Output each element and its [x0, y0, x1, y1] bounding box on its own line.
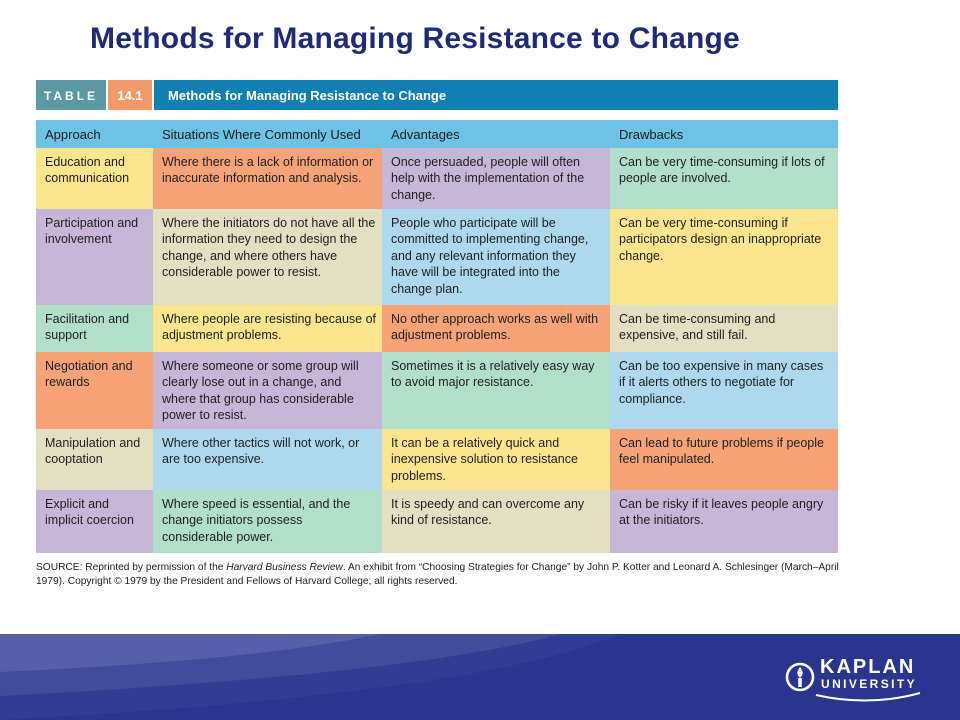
table-row: Participation and involvement Where the … [36, 209, 838, 305]
table-label: TABLE [36, 80, 106, 110]
cell-situations: Where the initiators do not have all the… [153, 209, 382, 305]
header-advantages: Advantages [391, 126, 460, 142]
cell-drawbacks: Can be too expensive in many cases if it… [610, 352, 838, 429]
cell-drawbacks: Can be very time-consuming if lots of pe… [610, 148, 838, 209]
source-suffix: . An exhibit from “Choosing Strategies f… [36, 562, 839, 587]
cell-advantages: People who participate will be committed… [382, 209, 610, 305]
cell-advantages: Sometimes it is a relatively easy way to… [382, 352, 610, 429]
logo-university-text: UNIVERSITY [821, 677, 918, 691]
resistance-table: TABLE 14.1 Methods for Managing Resistan… [36, 80, 838, 553]
logo-swoosh-icon [815, 692, 921, 702]
cell-advantages: It can be a relatively quick and inexpen… [382, 429, 610, 490]
header-approach: Approach [45, 126, 101, 142]
source-prefix: SOURCE: Reprinted by permission of the [36, 562, 227, 573]
table-header-row: Approach Situations Where Commonly Used … [36, 120, 838, 148]
cell-situations: Where there is a lack of information or … [153, 148, 382, 209]
cell-drawbacks: Can be very time-consuming if participat… [610, 209, 838, 305]
cell-approach: Education and communication [36, 148, 153, 209]
table-number: 14.1 [108, 80, 152, 110]
table-row: Education and communication Where there … [36, 148, 838, 209]
cell-advantages: It is speedy and can overcome any kind o… [382, 490, 610, 553]
cell-drawbacks: Can be time-consuming and expensive, and… [610, 305, 838, 352]
cell-advantages: Once persuaded, people will often help w… [382, 148, 610, 209]
cell-drawbacks: Can be risky if it leaves people angry a… [610, 490, 838, 553]
cell-drawbacks: Can lead to future problems if people fe… [610, 429, 838, 490]
logo-kaplan-text: KAPLAN [820, 656, 916, 678]
slide-title: Methods for Managing Resistance to Chang… [90, 22, 740, 55]
table-source-note: SOURCE: Reprinted by permission of the H… [36, 561, 841, 589]
source-journal: Harvard Business Review [226, 562, 343, 573]
table-row: Explicit and implicit coercion Where spe… [36, 490, 838, 553]
table-title-bar: TABLE 14.1 Methods for Managing Resistan… [36, 80, 838, 110]
cell-situations: Where someone or some group will clearly… [153, 352, 382, 429]
header-drawbacks: Drawbacks [619, 126, 684, 142]
cell-situations: Where other tactics will not work, or ar… [153, 429, 382, 490]
table-title: Methods for Managing Resistance to Chang… [154, 80, 838, 110]
cell-approach: Explicit and implicit coercion [36, 490, 153, 553]
kaplan-torch-icon [785, 662, 815, 692]
cell-approach: Manipulation and cooptation [36, 429, 153, 490]
table-row: Facilitation and support Where people ar… [36, 305, 838, 352]
table-row: Manipulation and cooptation Where other … [36, 429, 838, 490]
table-row: Negotiation and rewards Where someone or… [36, 352, 838, 429]
cell-approach: Facilitation and support [36, 305, 153, 352]
cell-advantages: No other approach works as well with adj… [382, 305, 610, 352]
cell-situations: Where speed is essential, and the change… [153, 490, 382, 553]
cell-approach: Participation and involvement [36, 209, 153, 305]
header-situations: Situations Where Commonly Used [162, 126, 361, 142]
kaplan-university-logo[interactable]: KAPLAN UNIVERSITY [784, 655, 924, 702]
cell-approach: Negotiation and rewards [36, 352, 153, 429]
cell-situations: Where people are resisting because of ad… [153, 305, 382, 352]
